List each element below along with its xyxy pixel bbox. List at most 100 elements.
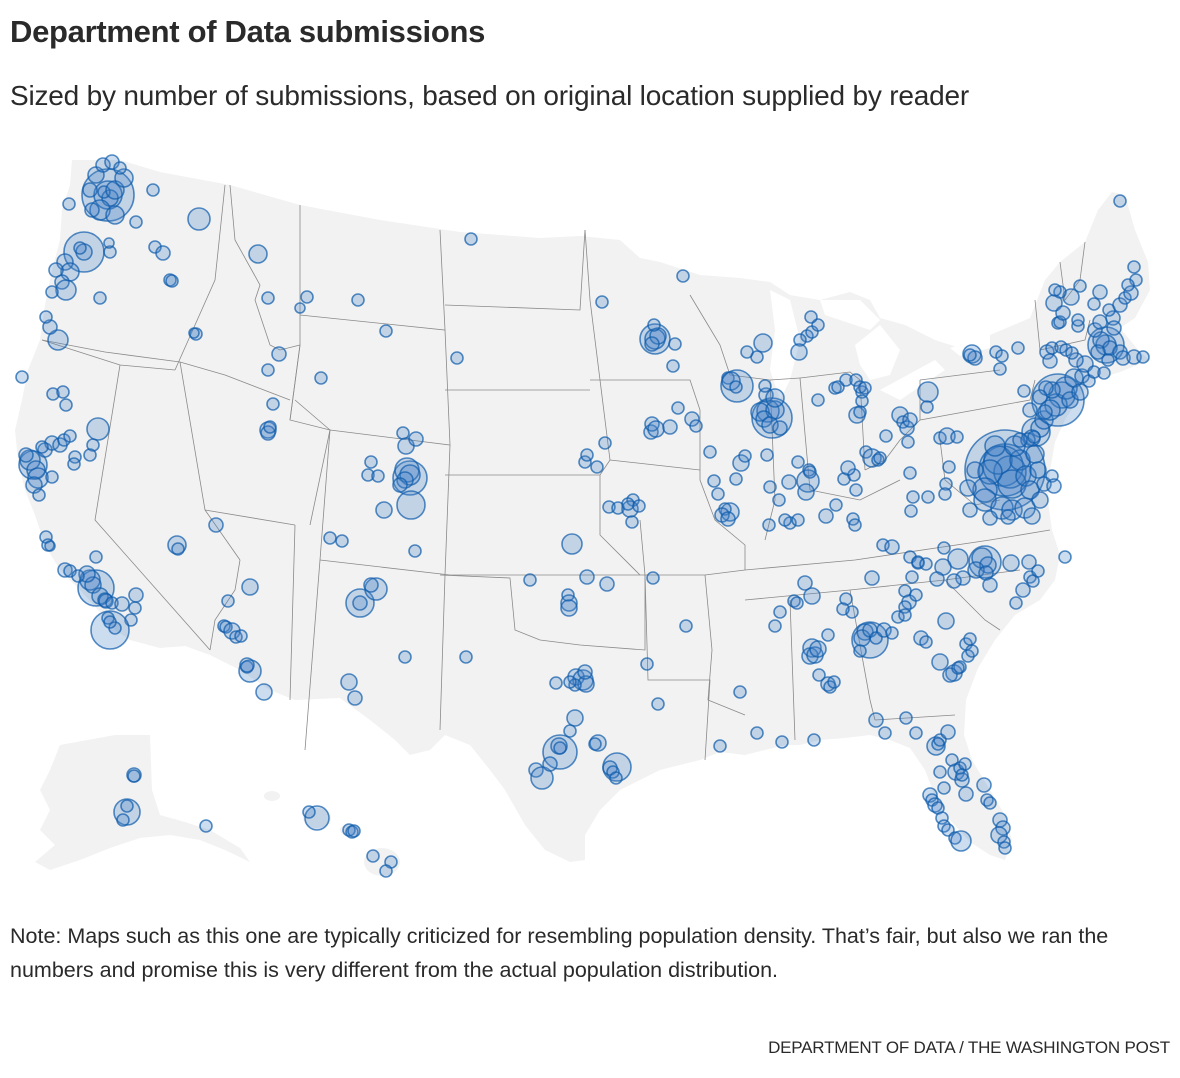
submission-bubble xyxy=(450,351,464,365)
submission-bubble xyxy=(1087,297,1101,311)
submission-bubble xyxy=(919,635,933,649)
submission-bubble xyxy=(1009,449,1031,471)
submission-bubble xyxy=(1000,509,1016,525)
submission-bubble xyxy=(1042,353,1058,369)
submission-bubble xyxy=(248,244,268,264)
submission-bubble xyxy=(363,577,379,593)
submission-bubble xyxy=(1032,389,1048,405)
submission-bubble xyxy=(811,393,825,407)
submission-bubble xyxy=(347,824,361,838)
submission-bubble xyxy=(684,411,700,427)
submission-bubble xyxy=(261,291,275,305)
submission-bubble xyxy=(933,765,947,779)
submission-bubble xyxy=(1092,284,1108,300)
submission-bubble xyxy=(234,629,248,643)
submission-bubble xyxy=(940,724,956,740)
submission-bubble xyxy=(82,182,98,198)
submission-bubble xyxy=(668,337,682,351)
submission-bubble xyxy=(379,324,393,338)
submission-bubble xyxy=(241,578,259,596)
submission-bubble xyxy=(906,490,920,504)
submission-bubble xyxy=(773,605,787,619)
submission-bubble xyxy=(703,445,717,459)
submission-bubble xyxy=(89,550,103,564)
submission-bubble xyxy=(396,490,426,520)
submission-bubble xyxy=(1048,283,1062,297)
submission-bubble xyxy=(314,371,328,385)
submission-bubble xyxy=(35,440,49,454)
submission-bubble xyxy=(909,726,923,740)
submission-bubble xyxy=(103,245,117,259)
submission-bubble xyxy=(588,737,602,751)
submission-bubble xyxy=(73,241,87,255)
submission-bubble xyxy=(791,455,805,469)
submission-bubble xyxy=(1031,564,1045,578)
submission-bubble xyxy=(781,474,797,490)
submission-bubble xyxy=(997,469,1027,499)
submission-bubble xyxy=(54,274,70,290)
submission-bubble xyxy=(899,711,913,725)
submission-bubble xyxy=(853,380,867,394)
submission-bubble xyxy=(155,245,171,261)
submission-bubble xyxy=(965,644,979,658)
submission-bubble xyxy=(729,472,743,486)
submission-bubble xyxy=(756,399,780,423)
submission-bubble xyxy=(323,531,337,545)
submission-bubble xyxy=(1027,430,1041,444)
hawaii-islands xyxy=(264,791,400,876)
submission-bubble xyxy=(937,612,955,630)
submission-bubble xyxy=(963,348,977,362)
submission-bubble xyxy=(39,310,53,324)
submission-bubble xyxy=(995,349,1009,363)
submission-bubble xyxy=(171,542,185,556)
submission-bubble xyxy=(950,430,964,444)
submission-bubble xyxy=(848,518,862,532)
state-borders xyxy=(41,184,1091,761)
submission-bubble xyxy=(946,573,962,589)
submission-bubble xyxy=(954,772,970,788)
submission-bubble xyxy=(937,781,951,795)
submission-bubble xyxy=(580,448,594,462)
submission-bubble xyxy=(1127,260,1141,274)
submission-bubble xyxy=(44,540,56,552)
submission-bubble xyxy=(561,533,583,555)
submission-bubble xyxy=(966,461,984,479)
submission-bubble xyxy=(464,232,478,246)
submission-bubble xyxy=(901,435,915,449)
submission-bubble xyxy=(398,650,412,664)
submission-bubble xyxy=(340,673,358,691)
submission-bubble xyxy=(1112,297,1128,313)
submission-bubble xyxy=(47,329,69,351)
submission-bubble xyxy=(864,570,880,586)
submission-bubble xyxy=(1136,350,1150,364)
submission-bubble xyxy=(347,690,363,706)
submission-bubble xyxy=(939,477,953,491)
submission-bubble xyxy=(876,622,892,638)
submission-bubble xyxy=(839,592,853,606)
submission-bubble xyxy=(812,668,826,682)
submission-bubble xyxy=(640,657,654,671)
submission-bubble xyxy=(713,739,727,753)
submission-bubble xyxy=(982,577,998,593)
submission-bubble xyxy=(1092,314,1108,330)
submission-bubble xyxy=(304,805,330,831)
submission-bubble xyxy=(729,380,743,394)
submission-bubble xyxy=(945,753,959,767)
submission-bubble xyxy=(807,733,821,747)
submission-bubble xyxy=(950,830,972,852)
submission-bubble xyxy=(1121,278,1135,292)
submission-bubble xyxy=(753,333,773,353)
submission-bubble xyxy=(621,497,635,511)
submission-bubble xyxy=(935,811,949,825)
submission-bubble xyxy=(1065,346,1079,360)
submission-bubble xyxy=(919,557,933,571)
submission-bubble xyxy=(818,508,834,524)
submission-bubble xyxy=(1037,404,1053,420)
submission-bubble xyxy=(375,501,393,519)
submission-bubble xyxy=(797,575,813,591)
submission-bubble xyxy=(909,588,923,602)
submission-bubble xyxy=(998,841,1012,855)
submission-bubble xyxy=(103,237,115,249)
submission-bubble xyxy=(644,336,660,352)
submission-bubble xyxy=(849,373,863,387)
